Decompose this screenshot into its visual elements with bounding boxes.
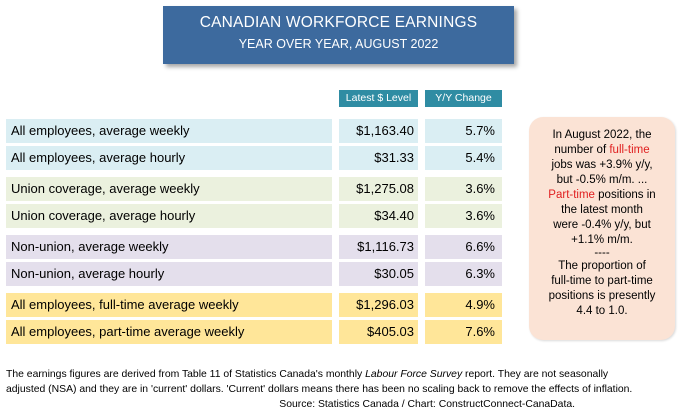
- chart-subtitle: YEAR OVER YEAR, AUGUST 2022: [238, 37, 439, 51]
- row-level-value: $30.05: [339, 262, 418, 286]
- column-header-change: Y/Y Change: [425, 90, 502, 107]
- row-label: All employees, full-time average weekly: [6, 293, 332, 317]
- row-label: Non-union, average weekly: [6, 235, 332, 259]
- row-change-value: 7.6%: [425, 320, 502, 344]
- note-line: the latest month: [561, 204, 643, 216]
- note-line: but -0.5% m/m. ...: [556, 174, 648, 186]
- note-line: Part-time positions in: [548, 189, 656, 201]
- row-label: All employees, average weekly: [6, 119, 332, 143]
- row-level-value: $1,275.08: [339, 177, 418, 201]
- note-line: full-time to part-time: [551, 275, 653, 287]
- row-label: Union coverage, average weekly: [6, 177, 332, 201]
- footnote-line-1: The earnings figures are derived from Ta…: [6, 369, 609, 380]
- footnote-line-2: adjusted (NSA) and they are in 'current'…: [6, 384, 633, 395]
- row-level-value: $1,163.40: [339, 119, 418, 143]
- row-label: All employees, part-time average weekly: [6, 320, 332, 344]
- note-line: ----: [594, 247, 610, 259]
- row-level-value: $31.33: [339, 146, 418, 170]
- row-change-value: 6.6%: [425, 235, 502, 259]
- row-change-value: 6.3%: [425, 262, 502, 286]
- note-line: +1.1% m/m.: [571, 234, 633, 246]
- row-label: Union coverage, average hourly: [6, 204, 332, 228]
- row-change-value: 4.9%: [425, 293, 502, 317]
- row-change-value: 3.6%: [425, 177, 502, 201]
- note-line: number of full-time: [554, 144, 650, 156]
- column-header-level: Latest $ Level: [339, 90, 418, 107]
- note-line: The proportion of: [558, 260, 646, 272]
- note-line: jobs was +3.9% y/y,: [551, 159, 653, 171]
- row-change-value: 5.4%: [425, 146, 502, 170]
- row-label: Non-union, average hourly: [6, 262, 332, 286]
- note-line: were -0.4% y/y, but: [553, 219, 651, 231]
- note-line: 4.4 to 1.0.: [576, 305, 628, 317]
- note-line: In August 2022, the: [552, 129, 652, 141]
- source-credit: Source: Statistics Canada / Chart: Const…: [279, 399, 575, 410]
- note-line: positions is presently: [548, 290, 656, 302]
- title-banner: CANADIAN WORKFORCE EARNINGS YEAR OVER YE…: [163, 6, 514, 64]
- footnote: The earnings figures are derived from Ta…: [6, 367, 690, 412]
- row-change-value: 3.6%: [425, 204, 502, 228]
- row-level-value: $405.03: [339, 320, 418, 344]
- row-level-value: $1,296.03: [339, 293, 418, 317]
- commentary-box: In August 2022, the number of full-time …: [529, 117, 675, 340]
- row-change-value: 5.7%: [425, 119, 502, 143]
- row-label: All employees, average hourly: [6, 146, 332, 170]
- row-level-value: $34.40: [339, 204, 418, 228]
- chart-title: CANADIAN WORKFORCE EARNINGS: [199, 14, 478, 31]
- row-level-value: $1,116.73: [339, 235, 418, 259]
